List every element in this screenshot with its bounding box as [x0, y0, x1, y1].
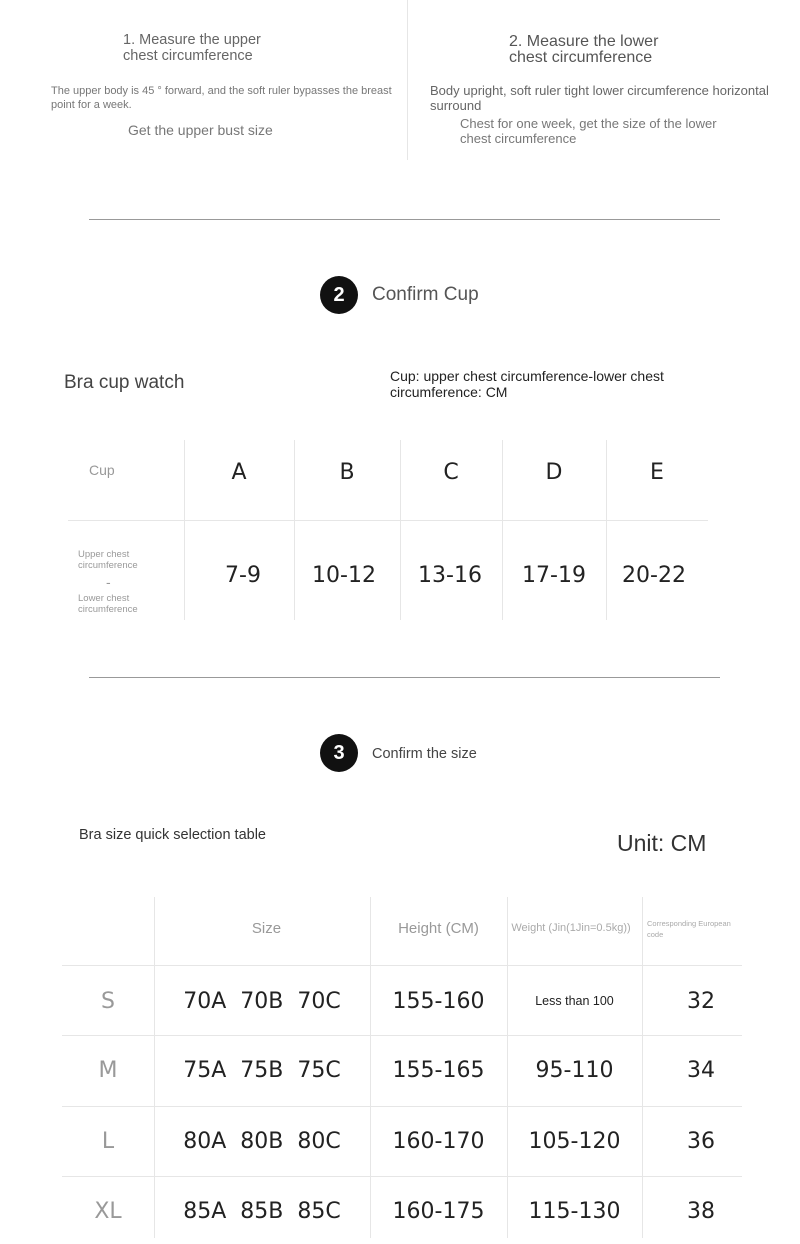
size-letter-cell: M: [98, 1057, 118, 1083]
upper-chest-label: Upper chest circumference: [78, 549, 138, 571]
weight-cell: 105-120: [528, 1128, 621, 1154]
cup-row-label: Upper chest circumference - Lower chest …: [78, 549, 178, 615]
eu-code-cell: 32: [687, 988, 715, 1014]
eu-code-cell: 38: [687, 1198, 715, 1224]
eu-code-header-cell: Corresponding European code: [647, 919, 731, 939]
cup-difference-cell: 10-12: [312, 562, 376, 588]
cup-difference-cell: 17-19: [522, 562, 586, 588]
height-cell: 160-175: [392, 1198, 485, 1224]
cup-header-cell: C: [443, 459, 459, 485]
cup-header-label: Cup: [89, 462, 115, 478]
size-letter-cell: S: [101, 988, 115, 1014]
step-number-badge: 2: [320, 276, 358, 314]
size-letter-cell: XL: [94, 1198, 122, 1224]
step1-result: Get the upper bust size: [128, 122, 273, 138]
height-header-cell: Height (CM): [398, 919, 479, 937]
eu-code-cell: 36: [687, 1128, 715, 1154]
size-cup-cell: 70A 70B 70C: [183, 988, 341, 1014]
confirm-cup-heading: Confirm Cup: [372, 284, 479, 305]
step-number-badge: 3: [320, 734, 358, 772]
height-cell: 160-170: [392, 1128, 485, 1154]
cup-difference-cell: 20-22: [622, 562, 686, 588]
size-cup-cell: 80A 80B 80C: [183, 1128, 341, 1154]
weight-cell: 95-110: [535, 1057, 614, 1083]
size-cup-cell: 75A 75B 75C: [183, 1057, 341, 1083]
step1-desc: The upper body is 45 ° forward, and the …: [51, 85, 392, 111]
cup-header-cell: D: [545, 459, 563, 485]
cup-table-title: Bra cup watch: [64, 372, 185, 393]
lower-chest-label: Lower chest circumference: [78, 593, 138, 615]
cup-difference-cell: 13-16: [418, 562, 482, 588]
section-divider: [89, 219, 720, 220]
size-table-title: Bra size quick selection table: [79, 827, 266, 843]
unit-label: Unit: CM: [617, 830, 707, 856]
cup-header-cell: B: [339, 459, 355, 485]
cup-header-cell: E: [650, 459, 664, 485]
step2-result: Chest for one week, get the size of the …: [460, 116, 717, 146]
eu-code-cell: 34: [687, 1057, 715, 1083]
height-cell: 155-160: [392, 988, 485, 1014]
size-header-cell: Size: [251, 919, 282, 937]
divider: [407, 0, 408, 160]
size-letter-cell: L: [101, 1128, 115, 1154]
weight-cell: 115-130: [528, 1198, 621, 1224]
size-cup-cell: 85A 85B 85C: [183, 1198, 341, 1224]
section-divider: [89, 677, 720, 678]
step2-title: 2. Measure the lower chest circumference: [509, 33, 659, 66]
cup-header-cell: A: [231, 459, 247, 485]
minus-sign: -: [106, 574, 111, 590]
weight-cell: Less than 100: [535, 994, 614, 1008]
height-cell: 155-165: [392, 1057, 485, 1083]
step1-title: 1. Measure the upper chest circumference: [123, 32, 261, 64]
confirm-size-heading: Confirm the size: [372, 746, 477, 762]
weight-header-cell: Weight (Jin(1Jin=0.5kg)): [511, 922, 631, 934]
cup-formula: Cup: upper chest circumference-lower che…: [390, 368, 664, 400]
cup-difference-cell: 7-9: [225, 562, 261, 588]
step2-desc: Body upright, soft ruler tight lower cir…: [430, 83, 769, 113]
